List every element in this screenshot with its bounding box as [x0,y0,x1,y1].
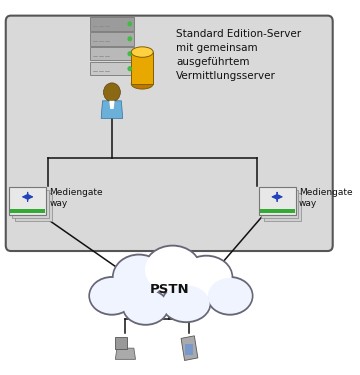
Ellipse shape [122,288,169,326]
Ellipse shape [90,278,134,314]
Bar [10,209,45,213]
Circle shape [128,22,131,26]
Ellipse shape [145,246,200,293]
Ellipse shape [143,244,202,295]
Ellipse shape [114,255,164,299]
Bar [260,209,294,213]
FancyBboxPatch shape [6,16,333,251]
Ellipse shape [112,254,166,301]
Ellipse shape [161,284,211,323]
FancyBboxPatch shape [90,62,134,75]
Polygon shape [101,101,123,118]
Bar [181,336,198,360]
Bar [258,187,296,214]
Text: PSTN: PSTN [149,283,189,296]
Ellipse shape [208,278,252,314]
Ellipse shape [179,255,233,300]
Text: Mediengate
way: Mediengate way [299,188,353,208]
Circle shape [128,52,131,56]
FancyBboxPatch shape [90,32,134,45]
FancyBboxPatch shape [90,47,134,60]
Circle shape [128,37,131,40]
Text: Standard Edition-Server
mit gemeinsam
ausgeführtem
Vermittlungsserver: Standard Edition-Server mit gemeinsam au… [176,29,301,81]
Circle shape [104,83,120,102]
Polygon shape [115,348,135,359]
Bar [264,192,301,220]
Ellipse shape [206,276,253,316]
Bar [12,189,49,217]
Ellipse shape [181,256,231,298]
Ellipse shape [131,79,153,89]
Circle shape [128,67,131,70]
Bar [131,52,153,84]
Ellipse shape [162,285,210,321]
Ellipse shape [124,290,167,324]
Bar [261,189,298,217]
Polygon shape [109,101,114,109]
Bar [185,344,193,355]
Ellipse shape [131,47,153,57]
Polygon shape [115,337,127,349]
Bar [9,187,46,214]
FancyBboxPatch shape [90,17,134,31]
Text: Mediengate
way: Mediengate way [50,188,103,208]
Bar [14,192,51,220]
Ellipse shape [88,276,135,316]
